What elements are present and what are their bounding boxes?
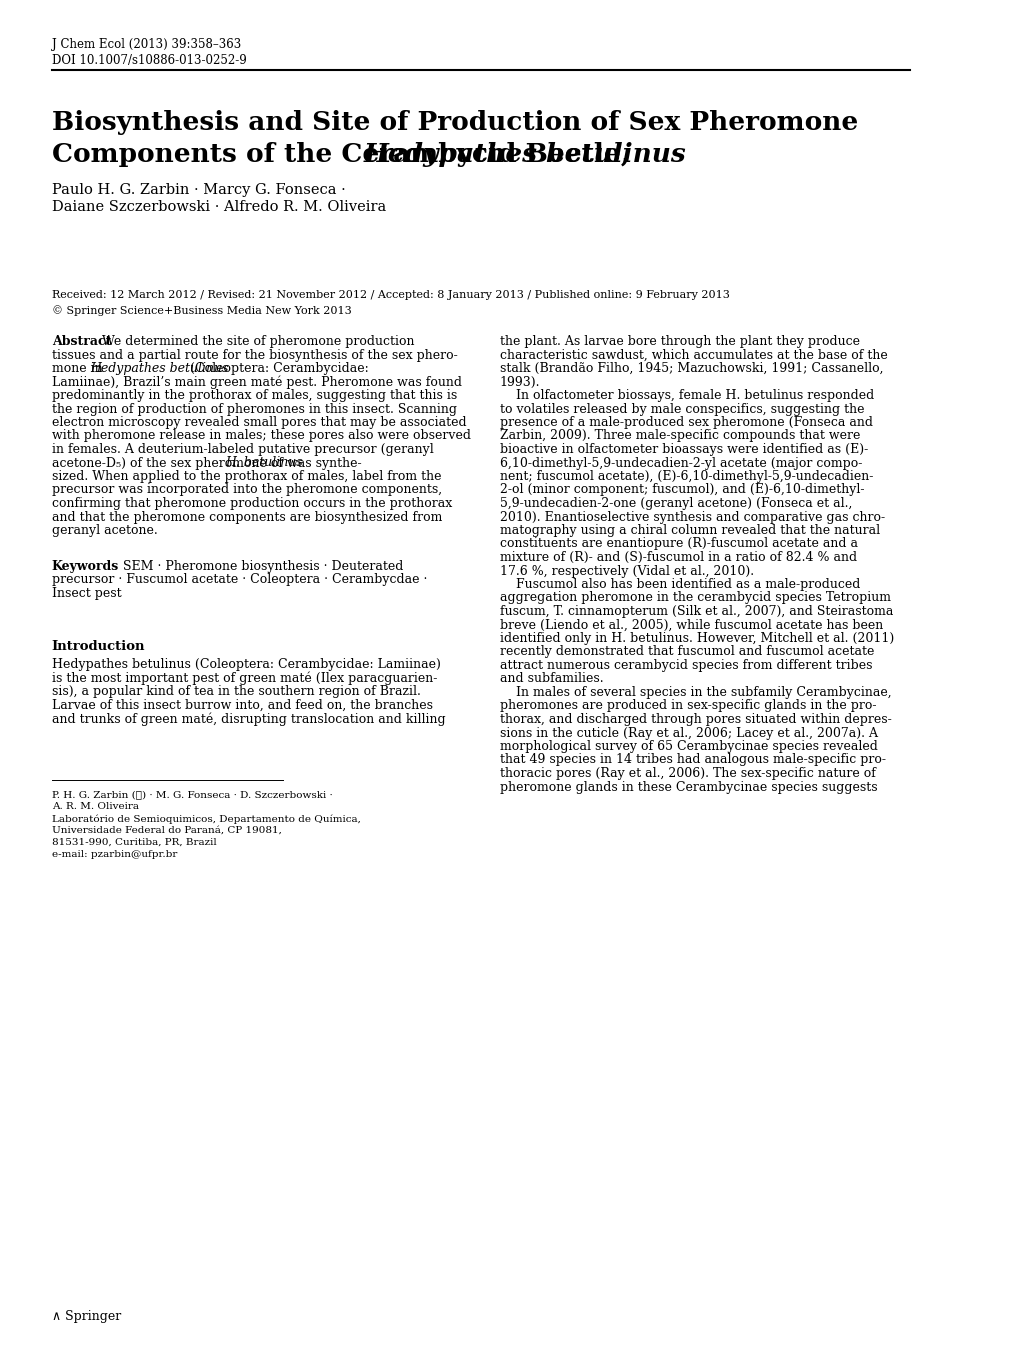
Text: is the most important pest of green maté (Ilex paracguarien-: is the most important pest of green maté… xyxy=(52,672,437,686)
Text: acetone-D₅) of the sex pheromone of: acetone-D₅) of the sex pheromone of xyxy=(52,457,286,469)
Text: identified only in H. betulinus. However, Mitchell et al. (2011): identified only in H. betulinus. However… xyxy=(499,631,893,645)
Text: pheromones are produced in sex-specific glands in the pro-: pheromones are produced in sex-specific … xyxy=(499,699,875,713)
Text: © Springer Science+Business Media New York 2013: © Springer Science+Business Media New Yo… xyxy=(52,305,352,316)
Text: morphological survey of 65 Cerambycinae species revealed: morphological survey of 65 Cerambycinae … xyxy=(499,740,876,753)
Text: Biosynthesis and Site of Production of Sex Pheromone: Biosynthesis and Site of Production of S… xyxy=(52,110,857,136)
Text: thorax, and discharged through pores situated within depres-: thorax, and discharged through pores sit… xyxy=(499,713,891,726)
Text: mixture of (R)- and (S)-fuscumol in a ratio of 82.4 % and: mixture of (R)- and (S)-fuscumol in a ra… xyxy=(499,551,856,564)
Text: stalk (Brandão Filho, 1945; Mazuchowski, 1991; Cassanello,: stalk (Brandão Filho, 1945; Mazuchowski,… xyxy=(499,362,882,375)
Text: Hedypathes betulinus: Hedypathes betulinus xyxy=(364,142,686,167)
Text: Hedypathes betulinus (Coleoptera: Cerambycidae: Lamiinae): Hedypathes betulinus (Coleoptera: Ceramb… xyxy=(52,659,440,671)
Text: 2010). Enantioselective synthesis and comparative gas chro-: 2010). Enantioselective synthesis and co… xyxy=(499,511,883,523)
Text: breve (Liendo et al., 2005), while fuscumol acetate has been: breve (Liendo et al., 2005), while fuscu… xyxy=(499,618,882,631)
Text: 2-ol (minor component; fuscumol), and (E)-6,10-dimethyl-: 2-ol (minor component; fuscumol), and (E… xyxy=(499,484,863,496)
Text: sions in the cuticle (Ray et al., 2006; Lacey et al., 2007a). A: sions in the cuticle (Ray et al., 2006; … xyxy=(499,726,876,740)
Text: and trunks of green maté, disrupting translocation and killing: and trunks of green maté, disrupting tra… xyxy=(52,711,445,725)
Text: matography using a chiral column revealed that the natural: matography using a chiral column reveale… xyxy=(499,524,879,537)
Text: presence of a male-produced sex pheromone (Fonseca and: presence of a male-produced sex pheromon… xyxy=(499,416,872,430)
Text: 81531-990, Curitiba, PR, Brazil: 81531-990, Curitiba, PR, Brazil xyxy=(52,837,216,847)
Text: thoracic pores (Ray et al., 2006). The sex-specific nature of: thoracic pores (Ray et al., 2006). The s… xyxy=(499,767,874,780)
Text: in females. A deuterium-labeled putative precursor (geranyl: in females. A deuterium-labeled putative… xyxy=(52,443,433,457)
Text: confirming that pheromone production occurs in the prothorax: confirming that pheromone production occ… xyxy=(52,497,451,509)
Text: H. betulinus: H. betulinus xyxy=(225,457,303,469)
Text: J Chem Ecol (2013) 39:358–363: J Chem Ecol (2013) 39:358–363 xyxy=(52,38,240,51)
Text: attract numerous cerambycid species from different tribes: attract numerous cerambycid species from… xyxy=(499,659,871,672)
Text: Keywords: Keywords xyxy=(52,560,119,573)
Text: recently demonstrated that fuscumol and fuscumol acetate: recently demonstrated that fuscumol and … xyxy=(499,645,873,659)
Text: Hedypathes betulinus: Hedypathes betulinus xyxy=(91,362,228,375)
Text: Abstract: Abstract xyxy=(52,335,111,348)
Text: to volatiles released by male conspecifics, suggesting the: to volatiles released by male conspecifi… xyxy=(499,402,863,416)
Text: In males of several species in the subfamily Cerambycinae,: In males of several species in the subfa… xyxy=(499,686,891,699)
Text: We determined the site of pheromone production: We determined the site of pheromone prod… xyxy=(102,335,414,348)
Text: Fuscumol also has been identified as a male-produced: Fuscumol also has been identified as a m… xyxy=(499,579,859,591)
Text: Daiane Szczerbowski · Alfredo R. M. Oliveira: Daiane Szczerbowski · Alfredo R. M. Oliv… xyxy=(52,201,386,214)
Text: constituents are enantiopure (R)-fuscumol acetate and a: constituents are enantiopure (R)-fuscumo… xyxy=(499,538,857,550)
Text: In olfactometer biossays, female H. betulinus responded: In olfactometer biossays, female H. betu… xyxy=(499,389,873,402)
Text: A. R. M. Oliveira: A. R. M. Oliveira xyxy=(52,802,139,812)
Text: Received: 12 March 2012 / Revised: 21 November 2012 / Accepted: 8 January 2013 /: Received: 12 March 2012 / Revised: 21 No… xyxy=(52,290,729,299)
Text: Lamiinae), Brazil’s main green maté pest. Pheromone was found: Lamiinae), Brazil’s main green maté pest… xyxy=(52,375,462,389)
Text: sis), a popular kind of tea in the southern region of Brazil.: sis), a popular kind of tea in the south… xyxy=(52,686,420,698)
Text: ∧ Springer: ∧ Springer xyxy=(52,1310,121,1322)
Text: Larvae of this insect burrow into, and feed on, the branches: Larvae of this insect burrow into, and f… xyxy=(52,698,432,711)
Text: sized. When applied to the prothorax of males, label from the: sized. When applied to the prothorax of … xyxy=(52,470,441,482)
Text: Components of the Cerambycid Beetle,: Components of the Cerambycid Beetle, xyxy=(52,142,638,167)
Text: 6,10-dimethyl-5,9-undecadien-2-yl acetate (major compo-: 6,10-dimethyl-5,9-undecadien-2-yl acetat… xyxy=(499,457,861,469)
Text: the plant. As larvae bore through the plant they produce: the plant. As larvae bore through the pl… xyxy=(499,335,859,348)
Text: the region of production of pheromones in this insect. Scanning: the region of production of pheromones i… xyxy=(52,402,457,416)
Text: (Coleoptera: Cerambycidae:: (Coleoptera: Cerambycidae: xyxy=(186,362,369,375)
Text: that 49 species in 14 tribes had analogous male-specific pro-: that 49 species in 14 tribes had analogo… xyxy=(499,753,884,767)
Text: mone in: mone in xyxy=(52,362,106,375)
Text: Universidade Federal do Paraná, CP 19081,: Universidade Federal do Paraná, CP 19081… xyxy=(52,827,281,835)
Text: DOI 10.1007/s10886-013-0252-9: DOI 10.1007/s10886-013-0252-9 xyxy=(52,54,247,66)
Text: with pheromone release in males; these pores also were observed: with pheromone release in males; these p… xyxy=(52,430,471,443)
Text: SEM · Pheromone biosynthesis · Deuterated: SEM · Pheromone biosynthesis · Deuterate… xyxy=(122,560,403,573)
Text: 17.6 %, respectively (Vidal et al., 2010).: 17.6 %, respectively (Vidal et al., 2010… xyxy=(499,565,753,577)
Text: Zarbin, 2009). Three male-specific compounds that were: Zarbin, 2009). Three male-specific compo… xyxy=(499,430,859,443)
Text: nent; fuscumol acetate), (E)-6,10-dimethyl-5,9-undecadien-: nent; fuscumol acetate), (E)-6,10-dimeth… xyxy=(499,470,872,482)
Text: 5,9-undecadien-2-one (geranyl acetone) (Fonseca et al.,: 5,9-undecadien-2-one (geranyl acetone) (… xyxy=(499,497,851,509)
Text: tissues and a partial route for the biosynthesis of the sex phero-: tissues and a partial route for the bios… xyxy=(52,348,458,362)
Text: pheromone glands in these Cerambycinae species suggests: pheromone glands in these Cerambycinae s… xyxy=(499,780,876,794)
Text: and subfamilies.: and subfamilies. xyxy=(499,672,602,686)
Text: precursor · Fuscumol acetate · Coleoptera · Cerambycdae ·: precursor · Fuscumol acetate · Coleopter… xyxy=(52,573,427,587)
Text: e-mail: pzarbin@ufpr.br: e-mail: pzarbin@ufpr.br xyxy=(52,850,177,859)
Text: 1993).: 1993). xyxy=(499,375,540,389)
Text: characteristic sawdust, which accumulates at the base of the: characteristic sawdust, which accumulate… xyxy=(499,348,887,362)
Text: aggregation pheromone in the cerambycid species Tetropium: aggregation pheromone in the cerambycid … xyxy=(499,592,890,604)
Text: bioactive in olfactometer bioassays were identified as (E)-: bioactive in olfactometer bioassays were… xyxy=(499,443,867,457)
Text: predominantly in the prothorax of males, suggesting that this is: predominantly in the prothorax of males,… xyxy=(52,389,457,402)
Text: and that the pheromone components are biosynthesized from: and that the pheromone components are bi… xyxy=(52,511,442,523)
Text: P. H. G. Zarbin (✉) · M. G. Fonseca · D. Szczerbowski ·: P. H. G. Zarbin (✉) · M. G. Fonseca · D.… xyxy=(52,790,332,799)
Text: Insect pest: Insect pest xyxy=(52,587,121,600)
Text: Introduction: Introduction xyxy=(52,640,146,653)
Text: fuscum, T. cinnamopterum (Silk et al., 2007), and Steirastoma: fuscum, T. cinnamopterum (Silk et al., 2… xyxy=(499,604,893,618)
Text: precursor was incorporated into the pheromone components,: precursor was incorporated into the pher… xyxy=(52,484,441,496)
Text: Laboratório de Semioquimicos, Departamento de Química,: Laboratório de Semioquimicos, Departamen… xyxy=(52,814,361,824)
Text: Paulo H. G. Zarbin · Marcy G. Fonseca ·: Paulo H. G. Zarbin · Marcy G. Fonseca · xyxy=(52,183,345,196)
Text: geranyl acetone.: geranyl acetone. xyxy=(52,524,158,537)
Text: electron microscopy revealed small pores that may be associated: electron microscopy revealed small pores… xyxy=(52,416,466,430)
Text: was synthe-: was synthe- xyxy=(282,457,361,469)
